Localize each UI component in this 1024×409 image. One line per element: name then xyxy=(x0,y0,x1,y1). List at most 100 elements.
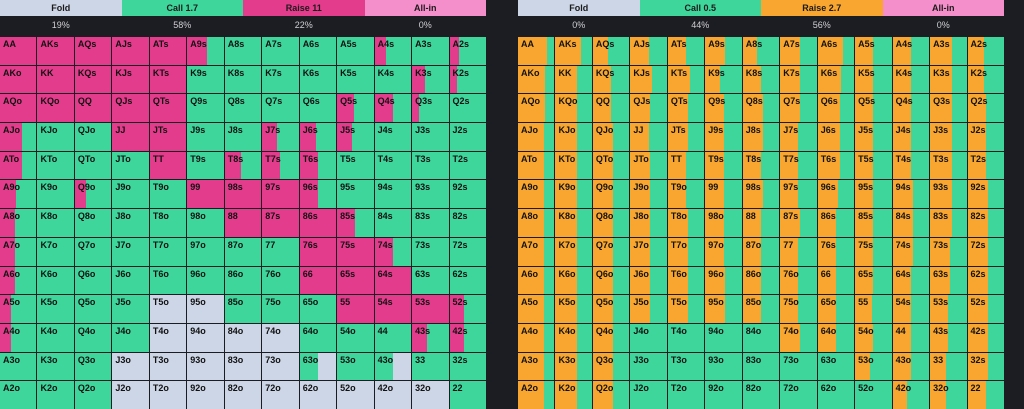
left-hand-cell-A3s[interactable]: A3s xyxy=(412,37,449,65)
right-hand-cell-K9s[interactable]: K9s xyxy=(705,65,742,94)
right-hand-cell-AJs[interactable]: AJs xyxy=(630,37,667,65)
left-hand-cell-55[interactable]: 55 xyxy=(337,295,374,323)
left-hand-cell-A2s[interactable]: A2s xyxy=(449,37,486,65)
right-hand-cell-AJo[interactable]: AJo xyxy=(518,123,555,151)
left-hand-cell-92s[interactable]: 92s xyxy=(449,180,486,209)
right-hand-cell-Q6o[interactable]: Q6o xyxy=(592,266,630,295)
right-hand-cell-85o[interactable]: 85o xyxy=(742,295,780,323)
left-hand-cell-A5o[interactable]: A5o xyxy=(0,295,37,323)
right-hand-cell-95o[interactable]: 95o xyxy=(705,295,742,323)
right-hand-cell-T8s[interactable]: T8s xyxy=(742,151,780,180)
right-hand-cell-92s[interactable]: 92s xyxy=(967,180,1004,209)
left-hand-cell-K4o[interactable]: K4o xyxy=(37,323,74,352)
left-hand-cell-K5o[interactable]: K5o xyxy=(37,295,74,323)
right-hand-cell-T7o[interactable]: T7o xyxy=(667,237,705,266)
left-hand-cell-95s[interactable]: 95s xyxy=(337,180,374,209)
right-hand-cell-77[interactable]: 77 xyxy=(780,237,817,266)
left-hand-cell-88[interactable]: 88 xyxy=(224,209,262,237)
left-hand-cell-97o[interactable]: 97o xyxy=(187,237,224,266)
right-hand-cell-Q9o[interactable]: Q9o xyxy=(592,180,630,209)
right-hand-cell-A9o[interactable]: A9o xyxy=(518,180,555,209)
right-hand-cell-J9s[interactable]: J9s xyxy=(705,123,742,151)
left-hand-cell-J3o[interactable]: J3o xyxy=(112,352,149,381)
right-hand-cell-Q4s[interactable]: Q4s xyxy=(892,94,930,123)
right-hand-cell-T6o[interactable]: T6o xyxy=(667,266,705,295)
left-hand-cell-Q2s[interactable]: Q2s xyxy=(449,94,486,123)
right-hand-cell-QQ[interactable]: QQ xyxy=(592,94,630,123)
right-hand-cell-74s[interactable]: 74s xyxy=(892,237,930,266)
left-hand-cell-73o[interactable]: 73o xyxy=(262,352,299,381)
left-hand-cell-JJ[interactable]: JJ xyxy=(112,123,149,151)
right-hand-cell-94o[interactable]: 94o xyxy=(705,323,742,352)
right-hand-cell-J3s[interactable]: J3s xyxy=(930,123,967,151)
left-hand-cell-J8s[interactable]: J8s xyxy=(224,123,262,151)
right-hand-cell-54o[interactable]: 54o xyxy=(855,323,892,352)
left-hand-cell-32o[interactable]: 32o xyxy=(412,381,449,409)
left-hand-cell-98o[interactable]: 98o xyxy=(187,209,224,237)
right-hand-cell-J8s[interactable]: J8s xyxy=(742,123,780,151)
left-hand-cell-84o[interactable]: 84o xyxy=(224,323,262,352)
right-hand-cell-QTs[interactable]: QTs xyxy=(667,94,705,123)
right-hand-cell-T2o[interactable]: T2o xyxy=(667,381,705,409)
right-hand-cell-KQo[interactable]: KQo xyxy=(555,94,592,123)
left-hand-cell-AKs[interactable]: AKs xyxy=(37,37,74,65)
left-hand-cell-K4s[interactable]: K4s xyxy=(374,65,412,94)
left-hand-cell-K2o[interactable]: K2o xyxy=(37,381,74,409)
left-hand-cell-KK[interactable]: KK xyxy=(37,65,74,94)
left-hand-cell-87s[interactable]: 87s xyxy=(262,209,299,237)
left-hand-cell-T7o[interactable]: T7o xyxy=(149,237,187,266)
right-hand-cell-T4s[interactable]: T4s xyxy=(892,151,930,180)
left-hand-cell-99[interactable]: 99 xyxy=(187,180,224,209)
left-hand-cell-54s[interactable]: 54s xyxy=(374,295,412,323)
left-hand-cell-QJo[interactable]: QJo xyxy=(74,123,112,151)
right-hand-cell-42s[interactable]: 42s xyxy=(967,323,1004,352)
left-hand-cell-Q3s[interactable]: Q3s xyxy=(412,94,449,123)
right-hand-cell-KJs[interactable]: KJs xyxy=(630,65,667,94)
left-hand-cell-AJs[interactable]: AJs xyxy=(112,37,149,65)
left-hand-cell-KJs[interactable]: KJs xyxy=(112,65,149,94)
left-hand-cell-Q5s[interactable]: Q5s xyxy=(337,94,374,123)
right-hand-cell-66[interactable]: 66 xyxy=(817,266,855,295)
right-hand-cell-J5o[interactable]: J5o xyxy=(630,295,667,323)
left-hand-cell-A6s[interactable]: A6s xyxy=(299,37,337,65)
right-hand-cell-K3s[interactable]: K3s xyxy=(930,65,967,94)
left-hand-cell-J4o[interactable]: J4o xyxy=(112,323,149,352)
right-hand-cell-KK[interactable]: KK xyxy=(555,65,592,94)
left-legend-call[interactable]: Call 1.7 xyxy=(121,0,243,16)
right-hand-cell-K4s[interactable]: K4s xyxy=(892,65,930,94)
left-hand-cell-K3s[interactable]: K3s xyxy=(412,65,449,94)
right-hand-cell-K6o[interactable]: K6o xyxy=(555,266,592,295)
right-legend-call[interactable]: Call 0.5 xyxy=(639,0,761,16)
right-hand-cell-T6s[interactable]: T6s xyxy=(817,151,855,180)
left-hand-cell-83s[interactable]: 83s xyxy=(412,209,449,237)
left-hand-cell-K5s[interactable]: K5s xyxy=(337,65,374,94)
right-hand-cell-63o[interactable]: 63o xyxy=(817,352,855,381)
left-hand-cell-96o[interactable]: 96o xyxy=(187,266,224,295)
left-hand-cell-QJs[interactable]: QJs xyxy=(112,94,149,123)
right-hand-cell-A5s[interactable]: A5s xyxy=(855,37,892,65)
left-hand-cell-Q9o[interactable]: Q9o xyxy=(74,180,112,209)
right-hand-cell-JTs[interactable]: JTs xyxy=(667,123,705,151)
right-hand-cell-A5o[interactable]: A5o xyxy=(518,295,555,323)
left-hand-cell-K6s[interactable]: K6s xyxy=(299,65,337,94)
right-hand-cell-74o[interactable]: 74o xyxy=(780,323,817,352)
left-hand-cell-63o[interactable]: 63o xyxy=(299,352,337,381)
left-hand-cell-A7s[interactable]: A7s xyxy=(262,37,299,65)
right-hand-cell-72s[interactable]: 72s xyxy=(967,237,1004,266)
left-hand-cell-95o[interactable]: 95o xyxy=(187,295,224,323)
right-hand-cell-86s[interactable]: 86s xyxy=(817,209,855,237)
right-hand-cell-53s[interactable]: 53s xyxy=(930,295,967,323)
right-hand-cell-97s[interactable]: 97s xyxy=(780,180,817,209)
right-hand-cell-AA[interactable]: AA xyxy=(518,37,555,65)
left-hand-cell-74s[interactable]: 74s xyxy=(374,237,412,266)
left-hand-cell-AA[interactable]: AA xyxy=(0,37,37,65)
left-hand-cell-K8s[interactable]: K8s xyxy=(224,65,262,94)
right-hand-cell-T9s[interactable]: T9s xyxy=(705,151,742,180)
left-hand-cell-A7o[interactable]: A7o xyxy=(0,237,37,266)
right-hand-cell-K5s[interactable]: K5s xyxy=(855,65,892,94)
right-hand-cell-QTo[interactable]: QTo xyxy=(592,151,630,180)
left-hand-cell-86o[interactable]: 86o xyxy=(224,266,262,295)
right-hand-cell-A2o[interactable]: A2o xyxy=(518,381,555,409)
right-hand-cell-T3s[interactable]: T3s xyxy=(930,151,967,180)
left-hand-cell-KQs[interactable]: KQs xyxy=(74,65,112,94)
